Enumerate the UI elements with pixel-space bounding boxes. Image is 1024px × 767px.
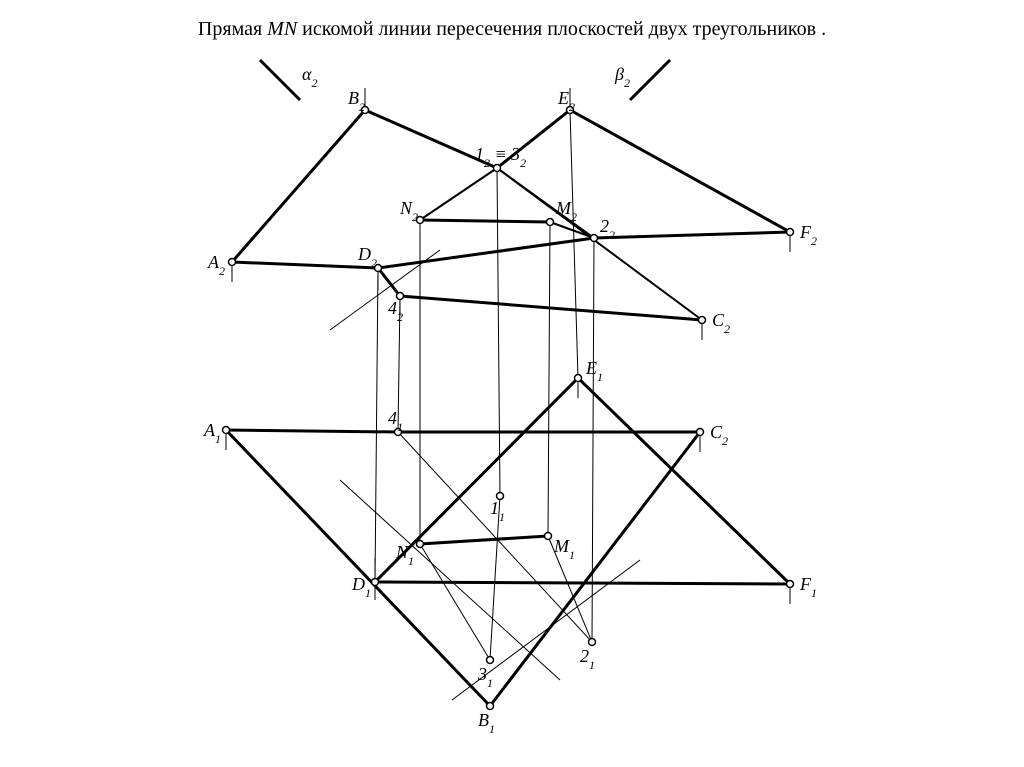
label-P21: 21 bbox=[580, 646, 595, 672]
point-D1 bbox=[372, 579, 379, 586]
label-alpha2: α2 bbox=[302, 64, 317, 90]
label-beta2: β2 bbox=[614, 64, 630, 90]
point-P31 bbox=[487, 657, 494, 664]
point-P22 bbox=[591, 235, 598, 242]
edge-E2-E1 bbox=[570, 110, 578, 378]
edge-P22-P21 bbox=[592, 238, 594, 642]
edge-A2-D2 bbox=[232, 262, 378, 268]
geometry-diagram: A2B2C2D2E2F2N2M212 ≡ 322242A1B1C2D1E1F1N… bbox=[0, 0, 1024, 767]
label-M1: M1 bbox=[553, 536, 575, 562]
edge-F1-D1 bbox=[375, 582, 790, 584]
edge-D2-D1 bbox=[375, 268, 378, 582]
label-F1: F1 bbox=[799, 574, 817, 600]
point-A2 bbox=[229, 259, 236, 266]
label-A1: A1 bbox=[203, 420, 221, 446]
point-M1 bbox=[545, 533, 552, 540]
edge-N1-M1 bbox=[420, 536, 548, 544]
alpha2-tick bbox=[260, 60, 300, 100]
label-P31: 31 bbox=[477, 664, 493, 690]
label-E1: E1 bbox=[585, 358, 603, 384]
label-C2: C2 bbox=[712, 310, 730, 336]
label-B2: B2 bbox=[348, 88, 365, 114]
point-F2 bbox=[787, 229, 794, 236]
point-E1 bbox=[575, 375, 582, 382]
point-P42 bbox=[397, 293, 404, 300]
edge-M2-M1 bbox=[548, 222, 550, 536]
point-P21 bbox=[589, 639, 596, 646]
edge-N2-P12 bbox=[420, 168, 497, 220]
label-B1: B1 bbox=[478, 710, 495, 736]
edge-P22-D2 bbox=[378, 238, 594, 268]
edge-A1-B1 bbox=[226, 430, 490, 706]
point-M2 bbox=[547, 219, 554, 226]
edge-E2-F2 bbox=[570, 110, 790, 232]
edge-P12-P22 bbox=[497, 168, 594, 238]
edge-F2-P22 bbox=[594, 232, 790, 238]
label-C1: C2 bbox=[710, 422, 728, 448]
point-F1 bbox=[787, 581, 794, 588]
label-F2: F2 bbox=[799, 222, 817, 248]
point-N1 bbox=[417, 541, 424, 548]
edge-N2-M2 bbox=[420, 220, 550, 222]
edge-A2-B2 bbox=[232, 110, 365, 262]
point-P12 bbox=[494, 165, 501, 172]
label-P11: 11 bbox=[490, 498, 505, 524]
edge-P42-C2 bbox=[400, 296, 702, 320]
edge-A1-P41 bbox=[226, 430, 398, 432]
point-C1 bbox=[697, 429, 704, 436]
edge-P12-P11 bbox=[497, 168, 500, 496]
label-A2: A2 bbox=[207, 252, 225, 278]
label-N2: N2 bbox=[399, 198, 418, 224]
point-B1 bbox=[487, 703, 494, 710]
label-P42: 42 bbox=[388, 298, 403, 324]
point-C2 bbox=[699, 317, 706, 324]
point-A1 bbox=[223, 427, 230, 434]
beta2-tick bbox=[630, 60, 670, 100]
edge-E1-F1 bbox=[578, 378, 790, 584]
edge-C1-B1 bbox=[490, 432, 700, 706]
